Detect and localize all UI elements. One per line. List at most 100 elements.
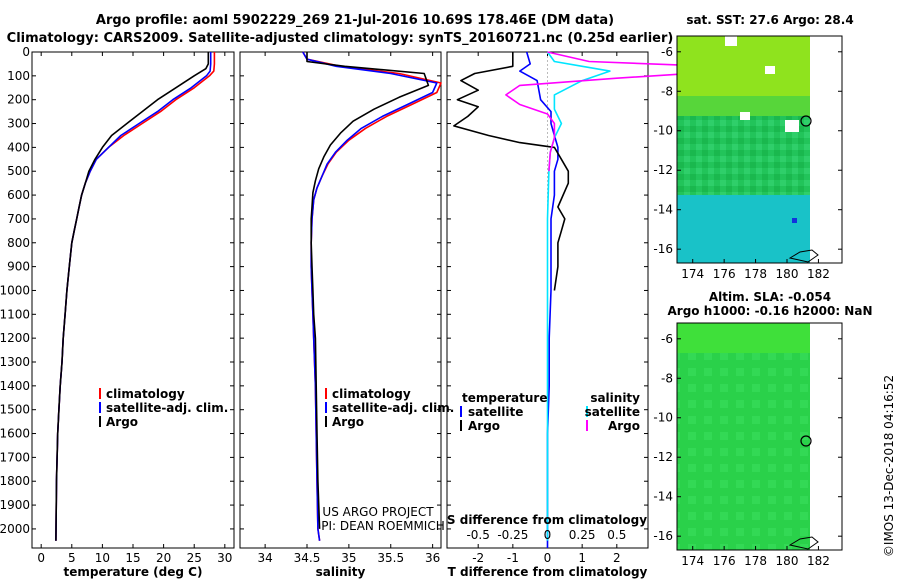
salinity-xtick-label: 36 xyxy=(425,551,440,565)
sst-ticks-xtick-label: 182 xyxy=(807,267,830,281)
temperature-xtick-label: 0 xyxy=(37,551,45,565)
depth-tick-label: 1400 xyxy=(0,379,30,393)
temperature-xtick-label: 20 xyxy=(156,551,171,565)
temperature-plot-frame xyxy=(31,51,235,549)
depth-tick-label: 200 xyxy=(7,93,30,107)
sst-nodata-region xyxy=(810,36,842,263)
depth-tick-label: 1200 xyxy=(0,331,30,345)
sla-ticks-xtick-label: 182 xyxy=(807,554,830,568)
sla-ticks-ytick-label: -8 xyxy=(661,371,673,385)
difference-panel: -2 -1 0 1 2T difference from climatologytemp… xyxy=(446,51,812,579)
difference-legend-label: Argo xyxy=(608,419,640,433)
sst-map-axes: 174 176 178 180 182 -6 -8 -10 -12 -14 -16 xyxy=(653,45,842,281)
depth-tick-label: 900 xyxy=(7,260,30,274)
sla-band xyxy=(677,323,810,353)
sst-ticks-ytick-label: -10 xyxy=(653,124,673,138)
temperature-panel: 0100200300400500600700800900100011001200… xyxy=(0,45,235,579)
sla-field xyxy=(677,323,810,550)
sst-ticks-xtick-label: 178 xyxy=(744,267,767,281)
temperature-xtick-label: 25 xyxy=(187,551,202,565)
difference-s-tick-label: 0.5 xyxy=(607,528,626,542)
temperature-legend-label: Argo xyxy=(106,415,138,429)
difference-legend-label: satellite xyxy=(585,405,640,419)
difference-top-xlabel: S difference from climatology xyxy=(447,513,647,527)
depth-tick-label: 2000 xyxy=(0,522,30,536)
depth-tick-label: 1900 xyxy=(0,498,30,512)
sst-map-frame xyxy=(676,35,843,264)
salinity-xtick-label: 34 xyxy=(257,551,272,565)
salinity-legend-label: climatology xyxy=(332,387,411,401)
sla-ticks-ytick-label: -14 xyxy=(653,490,673,504)
sla-map-axes: 174 176 178 180 182 -6 -8 -10 -12 -14 -16 xyxy=(653,332,842,568)
credit-imos: ©IMOS 13-Dec-2018 04:16:52 xyxy=(882,375,896,557)
sst-cold-pixel xyxy=(792,218,797,223)
difference-xlabel: T difference from climatology xyxy=(448,565,648,579)
sla-map-subtitle: Argo h1000: -0.16 h2000: NaN xyxy=(667,304,872,318)
sst-cloud-patch xyxy=(740,112,750,120)
salinity-series-satellite-adj-clim- xyxy=(302,51,438,541)
depth-tick-label: 1800 xyxy=(0,474,30,488)
sst-cloud-patch xyxy=(765,66,775,74)
salinity-series-climatology xyxy=(302,51,442,541)
difference-legend-label: Argo xyxy=(468,419,500,433)
difference-series-s-satellite xyxy=(546,51,611,541)
depth-tick-label: 100 xyxy=(7,69,30,83)
salinity-panel: 34 34.5 35 35.5 36 salinity climatologysatelli… xyxy=(239,51,454,579)
salinity-xlabel: salinity xyxy=(316,565,366,579)
sst-map-title: sat. SST: 27.6 Argo: 28.4 xyxy=(686,13,853,27)
difference-xtick-label: 2 xyxy=(613,551,621,565)
difference-xtick-label: -1 xyxy=(507,551,519,565)
depth-tick-label: 300 xyxy=(7,117,30,131)
sst-cloud-patch xyxy=(725,36,737,46)
sst-ticks-xtick-label: 174 xyxy=(681,267,704,281)
sst-ticks-ytick-label: -14 xyxy=(653,203,673,217)
credit-pi: PI: DEAN ROEMMICH xyxy=(321,519,444,533)
depth-tick-label: 1600 xyxy=(0,427,30,441)
salinity-series-argo xyxy=(306,52,430,529)
difference-xtick-label: 1 xyxy=(578,551,586,565)
sla-float-marker xyxy=(800,435,812,447)
sla-nodata-region xyxy=(810,323,842,550)
sst-ticks-xtick-label: 180 xyxy=(776,267,799,281)
depth-tick-label: 1300 xyxy=(0,355,30,369)
depth-tick-label: 1000 xyxy=(0,283,30,297)
depth-tick-label: 0 xyxy=(22,45,30,59)
sst-cool-band xyxy=(677,195,810,263)
sst-mid-band xyxy=(677,96,810,116)
sst-coastline xyxy=(788,249,819,263)
sla-ticks-ytick-label: -12 xyxy=(653,450,673,464)
temperature-xtick-label: 30 xyxy=(217,551,232,565)
sst-ticks-ytick-label: -12 xyxy=(653,163,673,177)
temperature-legend-label: climatology xyxy=(106,387,185,401)
sla-ticks-ytick-label: -16 xyxy=(653,529,673,543)
credit-project: US ARGO PROJECT xyxy=(322,505,434,519)
sla-ticks-xtick-label: 180 xyxy=(776,554,799,568)
difference-series-t-argo xyxy=(453,52,570,291)
sla-ticks-xtick-label: 176 xyxy=(713,554,736,568)
salinity-xtick-label: 35.5 xyxy=(377,551,404,565)
difference-legend-label: satellite xyxy=(468,405,523,419)
sst-ticks-ytick-label: -16 xyxy=(653,242,673,256)
sst-cloud-patch xyxy=(785,120,799,132)
sla-map-frame xyxy=(676,322,843,551)
sla-coastline xyxy=(788,536,819,550)
difference-xtick-label: 0 xyxy=(544,551,552,565)
depth-tick-label: 1700 xyxy=(0,450,30,464)
salinity-legend-label: Argo xyxy=(332,415,364,429)
sla-ticks-xtick-label: 174 xyxy=(681,554,704,568)
figure-title-line1: Argo profile: aoml 5902229_269 21-Jul-20… xyxy=(96,13,614,28)
sst-warm-band xyxy=(677,36,810,96)
sst-map-panel: sat. SST: 27.6 Argo: 28.4 174 176 178 180 18… xyxy=(653,13,853,281)
salinity-plot-frame xyxy=(239,51,442,549)
difference-s-tick-label: 0 xyxy=(544,528,552,542)
salinity-xtick-label: 34.5 xyxy=(294,551,321,565)
difference-s-tick-label: 0.25 xyxy=(569,528,596,542)
depth-tick-label: 700 xyxy=(7,212,30,226)
temperature-xtick-label: 10 xyxy=(95,551,110,565)
sst-ticks-ytick-label: -6 xyxy=(661,45,673,59)
depth-tick-label: 400 xyxy=(7,140,30,154)
depth-tick-label: 500 xyxy=(7,164,30,178)
figure-title-line2: Climatology: CARS2009. Satellite-adjuste… xyxy=(7,31,674,46)
sla-ticks-ytick-label: -6 xyxy=(661,332,673,346)
